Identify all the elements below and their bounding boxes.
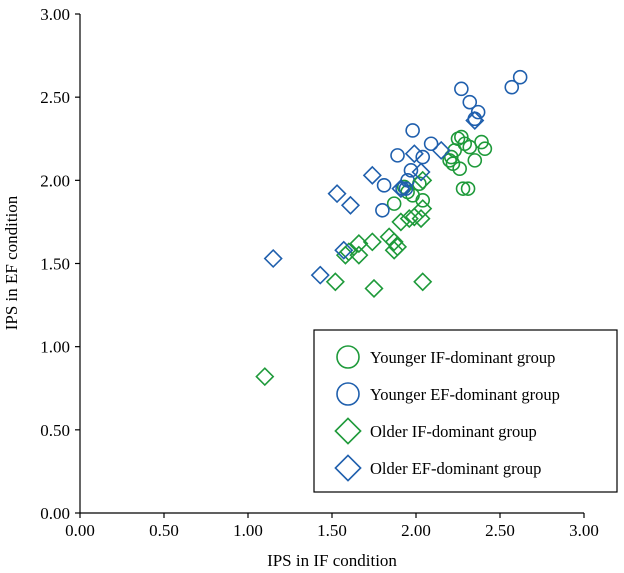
diamond-point-series-4 — [263, 248, 283, 269]
circle-point-series-2 — [405, 123, 420, 138]
legend-label-series-2: Younger EF-dominant group — [370, 385, 560, 404]
circle-point-series-2 — [423, 136, 439, 152]
x-tick-label: 0.50 — [149, 521, 179, 540]
legend: Younger IF-dominant group Younger EF-domi… — [313, 329, 618, 493]
diamond-point-series-4 — [391, 179, 411, 199]
diamond-point-series-3 — [325, 272, 345, 292]
circle-point-series-1 — [443, 149, 459, 165]
circle-point-series-2 — [454, 81, 469, 97]
circle-point-series-2 — [403, 163, 419, 178]
diamond-point-series-4 — [310, 265, 330, 285]
data-points — [255, 69, 528, 387]
x-tick-label: 3.00 — [569, 521, 599, 540]
legend-marker-series-1 — [336, 345, 360, 369]
x-tick-label: 0.00 — [65, 521, 95, 540]
circle-point-series-2 — [376, 178, 392, 193]
circle-point-series-1 — [452, 161, 467, 176]
legend-box — [313, 329, 618, 493]
legend-label-series-3: Older IF-dominant group — [370, 422, 537, 441]
legend-entries: Younger IF-dominant group Younger EF-domi… — [334, 345, 560, 482]
diamond-point-series-3 — [387, 237, 408, 257]
diamond-point-series-3 — [411, 209, 431, 229]
circle-point-series-1 — [460, 181, 476, 196]
y-tick-label: 2.50 — [40, 88, 70, 107]
circle-point-series-2 — [462, 94, 478, 110]
diamond-point-series-4 — [431, 140, 451, 160]
diamond-point-series-4 — [327, 184, 347, 204]
y-ticks: 0.00 0.50 1.00 1.50 2.00 2.50 3.00 — [40, 5, 80, 523]
x-tick-label: 2.00 — [401, 521, 431, 540]
legend-label-series-4: Older EF-dominant group — [370, 459, 541, 478]
y-tick-label: 0.50 — [40, 421, 70, 440]
legend-label-series-1: Younger IF-dominant group — [370, 348, 555, 367]
diamond-point-series-4 — [411, 162, 431, 182]
diamond-point-series-3 — [413, 272, 433, 292]
diamond-point-series-3 — [404, 207, 424, 227]
series-4 — [263, 110, 485, 285]
circle-point-series-1 — [386, 196, 402, 211]
circle-point-series-1 — [477, 141, 493, 157]
diamond-point-series-3 — [362, 232, 382, 252]
diamond-point-series-3 — [384, 232, 404, 252]
circle-point-series-1 — [454, 129, 469, 145]
circle-point-series-1 — [467, 153, 483, 168]
circle-point-series-2 — [415, 149, 431, 165]
y-tick-label: 3.00 — [40, 5, 70, 24]
circle-point-series-2 — [375, 202, 390, 218]
x-tick-label: 1.00 — [233, 521, 263, 540]
diamond-point-series-3 — [364, 278, 384, 298]
circle-point-series-2 — [470, 104, 486, 120]
circle-point-series-1 — [415, 192, 431, 208]
diamond-point-series-3 — [349, 245, 369, 265]
y-tick-label: 1.50 — [40, 255, 70, 274]
circle-point-series-2 — [398, 181, 414, 196]
y-axis-title: IPS in EF condition — [2, 195, 21, 330]
x-ticks: 0.00 0.50 1.00 1.50 2.00 2.50 3.00 — [65, 513, 599, 540]
diamond-point-series-4 — [340, 195, 361, 215]
legend-marker-series-2 — [336, 382, 360, 406]
x-axis-title: IPS in IF condition — [267, 551, 397, 570]
circle-point-series-2 — [512, 69, 528, 85]
circle-point-series-2 — [390, 148, 405, 163]
diamond-point-series-4 — [334, 240, 354, 260]
x-tick-label: 2.50 — [485, 521, 515, 540]
diamond-point-series-4 — [362, 165, 382, 185]
y-tick-label: 1.00 — [40, 338, 70, 357]
legend-marker-series-3 — [334, 417, 362, 445]
legend-marker-series-4 — [334, 454, 362, 482]
series-1 — [386, 129, 493, 211]
circle-point-series-1 — [474, 134, 489, 150]
diamond-point-series-4 — [465, 110, 485, 130]
circle-point-series-1 — [455, 181, 471, 196]
diamond-point-series-3 — [391, 212, 411, 232]
diamond-point-series-4 — [404, 144, 424, 164]
y-tick-label: 2.00 — [40, 171, 70, 190]
x-tick-label: 1.50 — [317, 521, 347, 540]
circle-point-series-2 — [504, 79, 520, 95]
diamond-point-series-3 — [255, 367, 275, 387]
y-tick-label: 0.00 — [40, 504, 70, 523]
